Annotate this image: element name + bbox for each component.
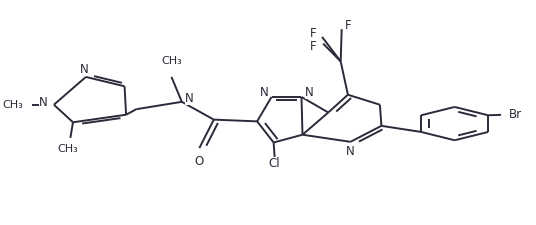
Text: CH₃: CH₃	[2, 100, 23, 110]
Text: O: O	[195, 155, 204, 168]
Text: N: N	[79, 63, 88, 76]
Text: N: N	[260, 86, 269, 99]
Text: N: N	[185, 92, 193, 105]
Text: F: F	[309, 40, 316, 54]
Text: N: N	[39, 97, 48, 109]
Text: F: F	[309, 27, 316, 40]
Text: Br: Br	[509, 108, 522, 121]
Text: F: F	[345, 19, 351, 32]
Text: CH₃: CH₃	[57, 144, 78, 155]
Text: N: N	[306, 86, 314, 99]
Text: Cl: Cl	[269, 157, 280, 170]
Text: N: N	[346, 145, 355, 158]
Text: CH₃: CH₃	[161, 56, 182, 66]
